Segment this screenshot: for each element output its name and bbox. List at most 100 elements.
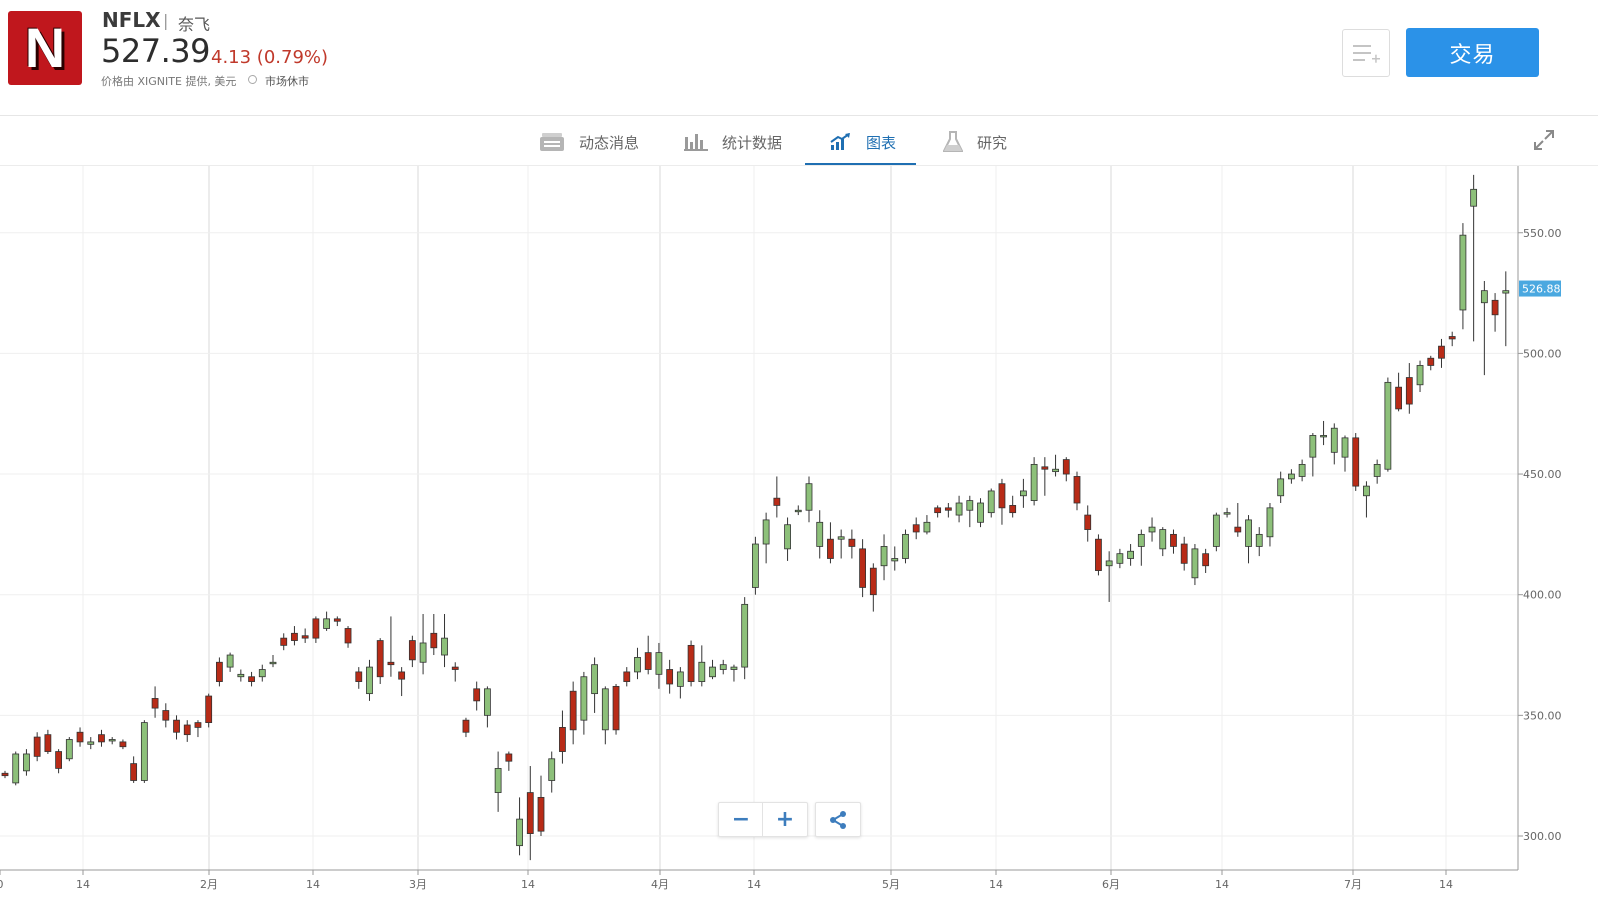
candle-down	[55, 751, 62, 769]
trade-button[interactable]: 交易	[1406, 28, 1539, 77]
candle-down	[944, 507, 952, 511]
candle-up	[1137, 533, 1145, 547]
candle-down	[151, 698, 159, 709]
candle-down	[408, 640, 416, 661]
candle-down	[1073, 476, 1081, 504]
candle-down	[869, 567, 877, 596]
candle-down	[612, 685, 620, 731]
y-tick-label: 500.00	[1523, 347, 1562, 360]
candle-up	[1363, 485, 1370, 497]
candle-down	[473, 688, 481, 702]
zoom-out-button[interactable]: −	[731, 807, 751, 832]
clock-icon	[248, 75, 257, 84]
candle-up	[366, 666, 373, 695]
candle-down	[559, 727, 566, 752]
candle-down	[1405, 377, 1413, 405]
candle-up	[580, 676, 588, 721]
candle-down	[248, 676, 255, 682]
candle-up	[419, 642, 427, 663]
candle-down	[162, 710, 170, 721]
candle-up	[730, 666, 738, 670]
candle-down	[215, 661, 223, 682]
candle-up	[880, 546, 888, 567]
candle-up	[1502, 290, 1510, 294]
x-tick-label: 14	[1215, 878, 1229, 891]
fullscreen-button[interactable]	[1534, 130, 1554, 154]
candle-up	[1320, 435, 1327, 438]
candle-up	[1223, 512, 1231, 515]
news-icon	[540, 133, 564, 151]
zoom-controls: − +	[718, 802, 808, 837]
netflix-logo: N	[8, 11, 82, 85]
add-to-watchlist-button[interactable]	[1342, 29, 1390, 77]
candle-down	[1084, 514, 1092, 530]
candle-down	[130, 763, 138, 781]
x-tick-label: 14	[989, 878, 1003, 891]
candle-down	[33, 736, 41, 757]
candle-down	[1352, 437, 1360, 487]
x-tick-label: 5月	[882, 878, 900, 891]
candle-up	[1105, 560, 1113, 567]
tab-chart-label: 图表	[866, 133, 897, 152]
tab-research[interactable]: 研究	[943, 120, 1007, 164]
candle-up	[237, 673, 245, 678]
candle-up	[1255, 533, 1263, 547]
candle-up	[441, 637, 448, 656]
candle-down	[848, 538, 856, 547]
candle-down	[1491, 299, 1499, 316]
candle-up	[1470, 188, 1478, 207]
stock-symbol: NFLX	[102, 8, 161, 32]
zoom-in-button[interactable]: +	[775, 807, 795, 832]
price-change: 4.13 (0.79%)	[211, 47, 329, 68]
tab-stats[interactable]: 统计数据	[684, 120, 782, 164]
candle-up	[1159, 529, 1167, 550]
candle-up	[1288, 473, 1295, 480]
candle-up	[601, 688, 609, 731]
candle-up	[108, 739, 116, 742]
candle-down	[76, 731, 84, 743]
candle-down	[183, 724, 191, 736]
candle-up	[1373, 463, 1381, 477]
current-price: 527.39	[101, 32, 210, 70]
x-tick-label: 14	[1439, 878, 1453, 891]
share-button[interactable]	[815, 802, 861, 837]
candle-up	[655, 652, 663, 675]
candle-up	[816, 521, 824, 547]
candle-down	[1, 772, 9, 777]
candle-up	[483, 688, 491, 716]
candle-up	[516, 818, 523, 847]
candle-up	[548, 758, 556, 781]
candle-up	[1148, 526, 1156, 533]
candle-up	[966, 500, 974, 511]
candle-down	[451, 666, 459, 670]
candle-up	[837, 536, 845, 540]
candle-up	[1245, 519, 1252, 547]
tab-news[interactable]: 动态消息	[539, 120, 639, 164]
candlestick-chart[interactable]: 550.00 500.00 450.00 400.00 350.00 300.00 0 14 2…	[0, 166, 1598, 906]
price-provider-note: 价格由 XIGNITE 提供, 美元	[101, 75, 237, 88]
candle-up	[784, 524, 791, 550]
candle-down	[1202, 553, 1210, 567]
candle-down	[773, 497, 781, 506]
stats-icon	[684, 134, 708, 151]
candle-up	[23, 753, 30, 772]
candle-up	[1341, 437, 1349, 458]
x-tick-label: 14	[747, 878, 761, 891]
candle-up	[591, 664, 598, 695]
candle-up	[323, 618, 331, 629]
symbol-separator: |	[163, 11, 169, 30]
candle-up	[1127, 550, 1134, 559]
candle-up	[923, 521, 931, 533]
candle-down	[537, 796, 545, 832]
y-tick-label: 450.00	[1523, 468, 1562, 481]
candle-up	[752, 543, 759, 588]
candle-up	[494, 768, 502, 793]
candle-up	[987, 490, 995, 514]
candle-up	[805, 483, 813, 511]
tab-stats-label: 统计数据	[722, 133, 783, 152]
candle-down	[98, 734, 105, 743]
tab-chart[interactable]: 图表	[830, 120, 896, 164]
candle-up	[1384, 381, 1392, 470]
candle-down	[1427, 357, 1435, 366]
candle-up	[977, 502, 984, 523]
